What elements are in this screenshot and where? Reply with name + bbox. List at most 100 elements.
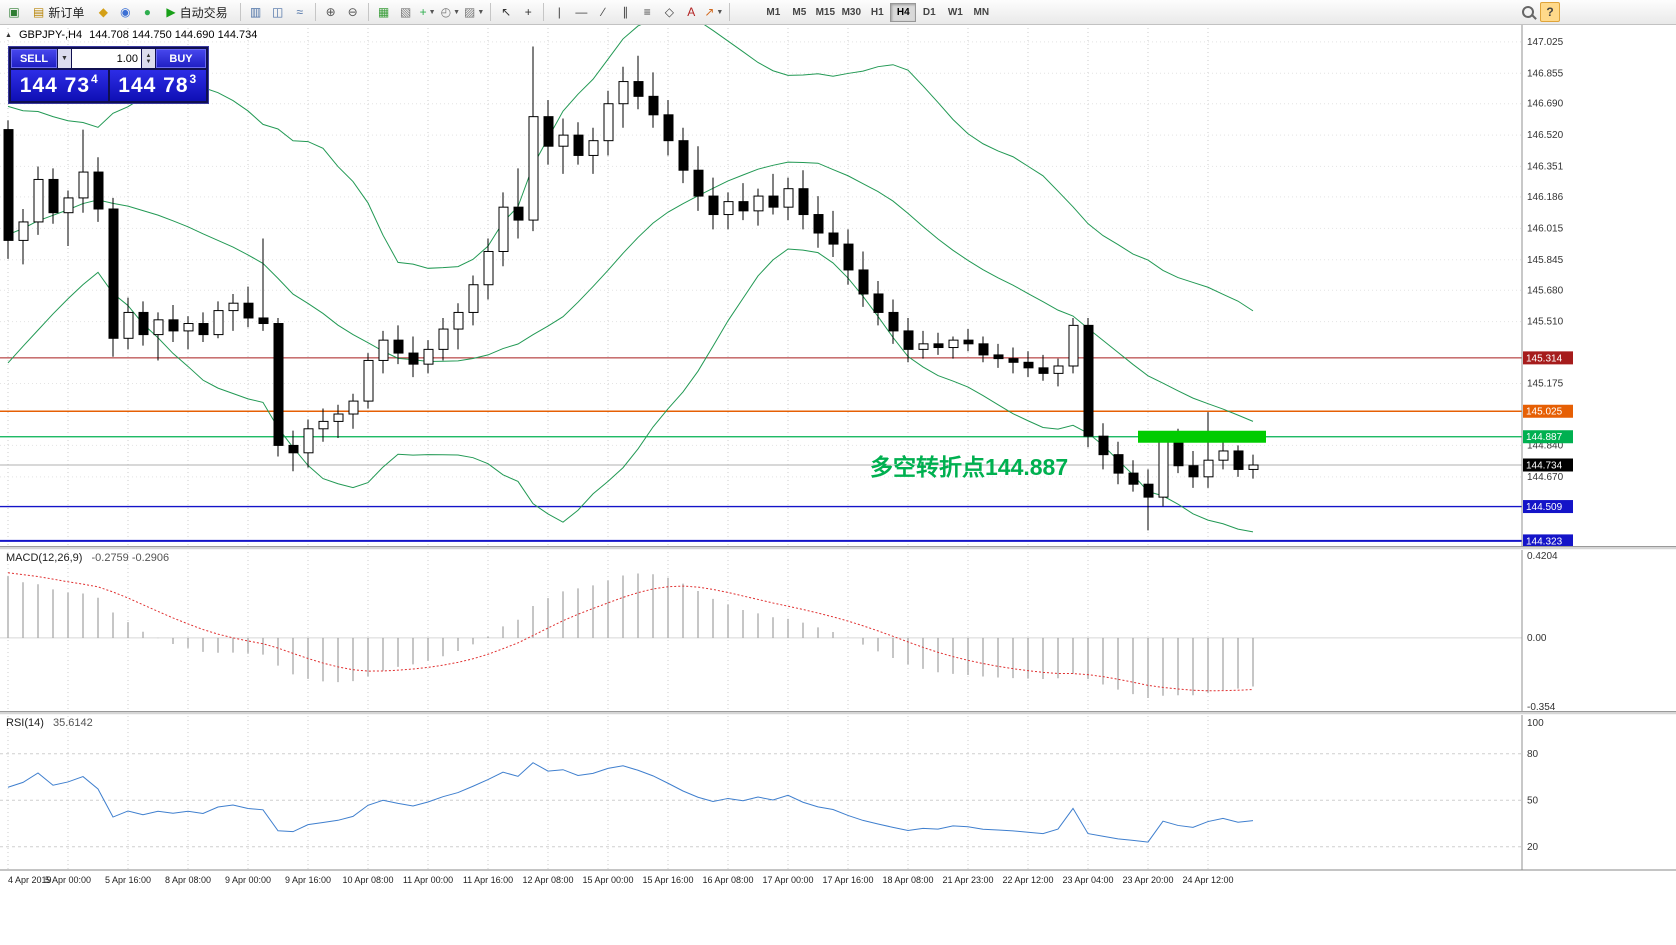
cursor-button[interactable]: ↖ <box>496 2 516 22</box>
svg-text:100: 100 <box>1527 718 1544 729</box>
terminal-button[interactable]: ▣ <box>4 2 24 22</box>
timeframe-button-m30[interactable]: M30 <box>841 6 862 18</box>
timeframe-button-w1[interactable]: W1 <box>947 6 963 18</box>
sell-button[interactable]: SELL <box>11 49 57 68</box>
timeframe-button-m15[interactable]: M15 <box>815 6 836 18</box>
arrows-icon: ↗ <box>704 5 715 19</box>
crosshair-button[interactable]: + <box>518 2 538 22</box>
symbol-marker-icon: ▲ <box>5 31 12 39</box>
bar-chart-button[interactable]: ▥ <box>246 2 266 22</box>
zoom-out-icon: ⊖ <box>347 5 358 19</box>
svg-text:0.00: 0.00 <box>1527 633 1547 644</box>
chevron-down-icon: ▼ <box>477 8 485 16</box>
svg-text:24 Apr 12:00: 24 Apr 12:00 <box>1182 875 1233 885</box>
market-button[interactable]: ◉ <box>115 2 135 22</box>
help-button[interactable]: ? <box>1540 2 1560 22</box>
svg-text:146.855: 146.855 <box>1527 68 1564 79</box>
indicators-button[interactable]: + ▼ <box>418 2 438 22</box>
buy-button[interactable]: BUY <box>156 49 206 68</box>
periods-button[interactable]: ◴ ▼ <box>440 2 461 22</box>
panel-separator-rsi[interactable] <box>0 711 1676 715</box>
svg-text:50: 50 <box>1527 795 1539 806</box>
sell-price-main: 144 73 <box>19 73 91 97</box>
pivot-annotation: 多空转折点144.887 <box>870 454 1069 480</box>
chevron-down-icon: ▼ <box>428 8 436 16</box>
volume-input[interactable] <box>72 49 141 68</box>
svg-text:17 Apr 00:00: 17 Apr 00:00 <box>762 875 813 885</box>
search-button[interactable] <box>1518 2 1538 22</box>
trendline-button[interactable]: ∕ <box>593 2 613 22</box>
fibonacci-button[interactable]: ≡ <box>637 2 657 22</box>
timeframe-button-h4[interactable]: H4 <box>890 2 917 22</box>
symbol-quote-ohlc: 144.708 144.750 144.690 144.734 <box>89 29 258 41</box>
price-axis[interactable] <box>1523 25 1676 870</box>
horizontal-line-button[interactable]: — <box>571 2 591 22</box>
sell-price[interactable]: 144 73 4 <box>11 70 108 101</box>
trendline-icon: ∕ <box>602 5 605 19</box>
bollinger-bands-layer <box>7 25 1254 533</box>
notifications-button[interactable]: ● <box>137 2 157 22</box>
terminal-icon: ▣ <box>8 5 20 19</box>
time-axis[interactable] <box>0 871 1676 895</box>
templates-icon: ▨ <box>464 5 476 19</box>
buy-price-pip: 3 <box>189 72 198 86</box>
svg-text:12 Apr 08:00: 12 Apr 08:00 <box>522 875 573 885</box>
one-click-trading-panel: SELL ▼ ▲ ▼ BUY 144 73 4 144 78 3 <box>8 46 209 104</box>
stepper-down-icon: ▼ <box>145 58 152 65</box>
sell-dropdown-icon[interactable]: ▼ <box>58 49 71 68</box>
templates-button[interactable]: ▨ ▼ <box>463 2 485 22</box>
panel-separator-macd[interactable] <box>0 546 1676 550</box>
svg-text:146.520: 146.520 <box>1527 130 1564 141</box>
toolbar-separator <box>490 3 492 21</box>
svg-text:15 Apr 00:00: 15 Apr 00:00 <box>582 875 633 885</box>
macd-values: -0.2759 -0.2906 <box>91 552 170 564</box>
timeframe-button-mn[interactable]: MN <box>973 6 990 18</box>
periods-icon: ◴ <box>440 5 452 19</box>
channel-icon: ∥ <box>622 5 629 19</box>
macd-label: MACD(12,26,9) -0.2759 -0.2906 <box>6 552 169 564</box>
auto-trading-button[interactable]: ▶ 自动交易 <box>159 2 234 22</box>
level-lines-layer <box>0 357 1522 542</box>
timeframe-button-d1[interactable]: D1 <box>922 6 936 18</box>
candlestick-chart-button[interactable]: ◫ <box>268 2 288 22</box>
svg-text:5 Apr 00:00: 5 Apr 00:00 <box>45 875 91 885</box>
cursor-icon: ↖ <box>501 5 512 19</box>
tile-windows-button[interactable]: ▦ <box>374 2 394 22</box>
line-chart-button[interactable]: ≈ <box>290 2 310 22</box>
horizontal-line-icon: — <box>575 5 588 19</box>
svg-text:145.845: 145.845 <box>1527 255 1564 266</box>
zoom-in-button[interactable]: ⊕ <box>321 2 341 22</box>
svg-text:144.840: 144.840 <box>1527 440 1564 451</box>
auto-trading-label: 自动交易 <box>179 5 228 20</box>
svg-text:80: 80 <box>1527 749 1539 760</box>
volume-stepper[interactable]: ▲ ▼ <box>142 49 155 68</box>
channel-button[interactable]: ∥ <box>615 2 635 22</box>
chart-canvas[interactable]: 147.025 146.855 146.690 146.520 146.351 146.1… <box>0 25 1676 945</box>
vertical-line-button[interactable]: | <box>549 2 569 22</box>
main-toolbar: ▣ ▤ 新订单 ◆ ◉ ● ▶ 自动交易 ▥ ◫ ≈ ⊕ ⊖ ▦ ▧ + ▼ ◴ ▼ ▨ ▼ ↖ + | — ∕ ∥ ≡ ◇… <box>0 0 1676 25</box>
shapes-button[interactable]: ◇ <box>659 2 679 22</box>
timeframe-button-m5[interactable]: M5 <box>792 6 807 18</box>
market-icon: ◉ <box>120 5 131 19</box>
arrows-button[interactable]: ↗ ▼ <box>703 2 724 22</box>
timeframe-button-m1[interactable]: M1 <box>766 6 781 18</box>
rsi-layer: 100 80 50 20 <box>0 718 1544 853</box>
cascade-windows-button[interactable]: ▧ <box>396 2 416 22</box>
symbol-label: ▲ GBPJPY-,H4 144.708 144.750 144.690 144… <box>5 29 257 41</box>
vertical-line-icon: | <box>557 5 561 19</box>
metaeditor-button[interactable]: ◆ <box>93 2 113 22</box>
buy-price[interactable]: 144 78 3 <box>109 70 206 101</box>
timeframe-button-h1[interactable]: H1 <box>870 6 884 18</box>
buy-price-main: 144 78 <box>118 73 189 97</box>
new-order-label: 新订单 <box>48 5 85 20</box>
text-button[interactable]: A <box>681 2 701 22</box>
zoom-out-button[interactable]: ⊖ <box>343 2 363 22</box>
new-order-button[interactable]: ▤ 新订单 <box>26 2 91 22</box>
timeframe-toolbar: M1 M5 M15 M30 H1 H4 D1 W1 MN <box>760 2 994 22</box>
svg-text:146.351: 146.351 <box>1527 161 1564 172</box>
line-chart-icon: ≈ <box>296 5 303 19</box>
svg-text:11 Apr 16:00: 11 Apr 16:00 <box>463 875 513 885</box>
chart-area[interactable]: 147.025 146.855 146.690 146.520 146.351 146.1… <box>0 25 1676 945</box>
svg-text:15 Apr 16:00: 15 Apr 16:00 <box>642 875 693 885</box>
